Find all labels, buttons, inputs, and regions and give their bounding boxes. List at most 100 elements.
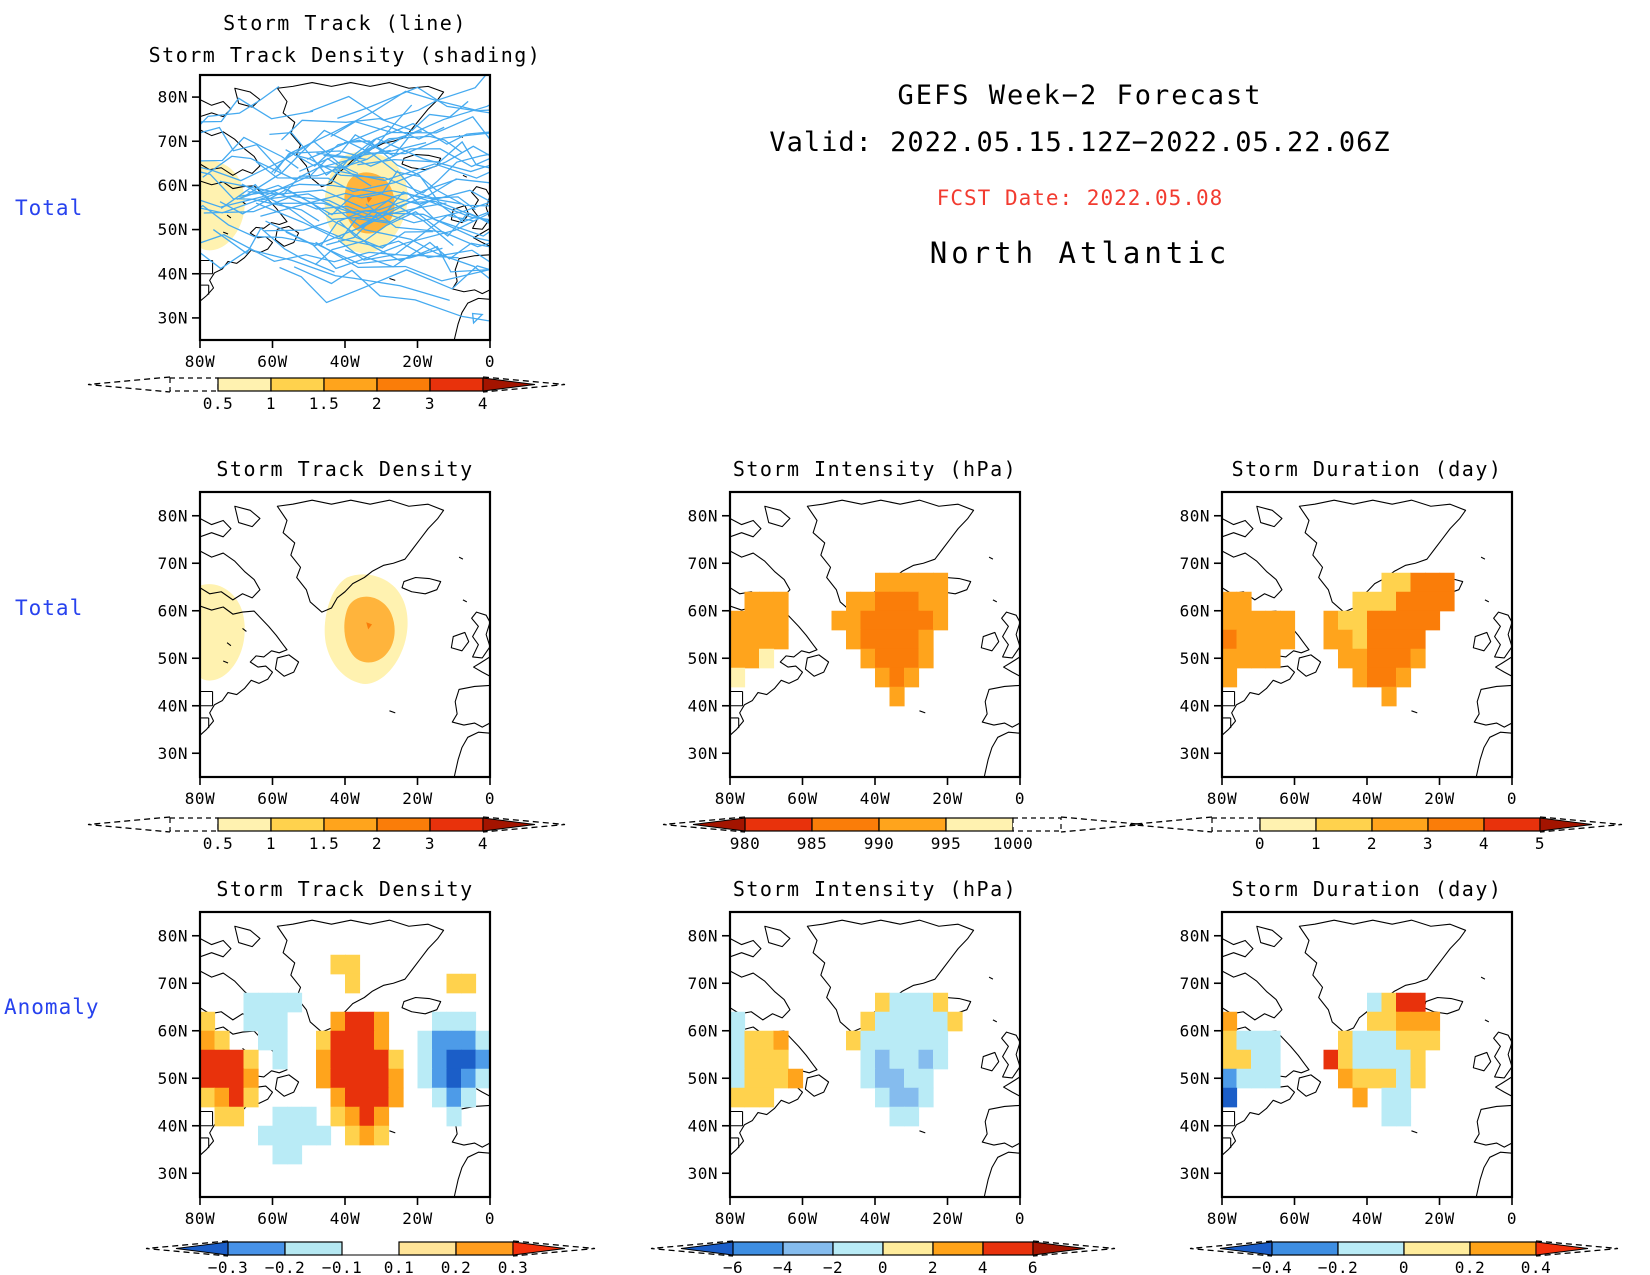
- colorbar-label: −6: [723, 1258, 743, 1275]
- colorbar-label: 6: [1028, 1258, 1038, 1275]
- raster-cell: [889, 591, 905, 612]
- raster-cell: [417, 1068, 433, 1089]
- raster-cell: [374, 1068, 390, 1089]
- raster-cell: [918, 1011, 934, 1032]
- raster-cell: [918, 1049, 934, 1070]
- raster-cell: [258, 1011, 274, 1032]
- storm-track: [327, 178, 490, 215]
- coastline: [223, 627, 247, 664]
- raster-cell: [229, 1068, 245, 1089]
- lat-label: 70N: [1180, 974, 1210, 993]
- raster-cell: [301, 1125, 317, 1146]
- coastline: [234, 925, 261, 948]
- raster-cell: [272, 1106, 288, 1127]
- raster-cell: [214, 1068, 230, 1089]
- lat-label: 60N: [158, 176, 188, 195]
- raster-cell: [461, 1068, 477, 1089]
- coastline: [919, 976, 998, 1134]
- storm-track: [200, 157, 372, 208]
- raster-cell: [759, 1030, 775, 1051]
- coastline: [200, 605, 288, 736]
- storm-track: [285, 200, 490, 247]
- panel-density_anom: Storm Track Density 80N 70N 60N 50N 40N 30N 80W…: [145, 877, 596, 1275]
- storm-track: [200, 204, 443, 265]
- colorbar-segment: [1483, 817, 1541, 832]
- raster-cell: [1410, 629, 1426, 650]
- raster-cell: [744, 591, 760, 612]
- raster-cell: [330, 1106, 346, 1127]
- coastline: [274, 1074, 300, 1097]
- raster-cell: [1410, 572, 1426, 593]
- lon-label: 20W: [1424, 789, 1454, 808]
- coastline: [200, 690, 214, 729]
- storm-track: [271, 149, 391, 173]
- raster-cell: [1381, 1049, 1397, 1070]
- raster-cell: [1425, 610, 1441, 631]
- lon-label: 80W: [715, 789, 745, 808]
- coastline: [1411, 556, 1490, 714]
- raster-cell: [875, 591, 891, 612]
- colorbar-label: 0.5: [203, 834, 233, 853]
- lat-label: 40N: [688, 696, 718, 715]
- raster-cell: [1410, 992, 1426, 1013]
- lat-label: 80N: [1180, 506, 1210, 525]
- raster-cell: [889, 1049, 905, 1070]
- colorbar-label: 5: [1535, 834, 1545, 853]
- colorbar-arrow: [175, 1241, 229, 1256]
- coastline: [276, 499, 445, 613]
- raster-cell: [875, 572, 891, 593]
- raster-cell: [773, 1030, 789, 1051]
- map-layers: [200, 75, 490, 340]
- storm-track: [309, 75, 487, 121]
- coastline: [730, 690, 744, 729]
- raster-cell: [730, 667, 746, 688]
- colorbar-label: −4: [773, 1258, 793, 1275]
- raster-cell: [461, 973, 477, 994]
- colorbar-label: 0.1: [384, 1258, 414, 1275]
- raster-cell: [1352, 610, 1368, 631]
- raster-cell: [432, 1011, 448, 1032]
- lon-label: 20W: [402, 789, 432, 808]
- raster-cell: [461, 1087, 477, 1108]
- storm-track: [316, 103, 490, 160]
- raster-cell: [1439, 591, 1455, 612]
- row-label-total-1: Total: [15, 196, 84, 220]
- coastline: [389, 556, 468, 714]
- storm-track: [320, 178, 457, 246]
- raster-cell: [374, 1087, 390, 1108]
- lat-label: 60N: [158, 601, 188, 620]
- colorbar-segment-below-min: [169, 817, 219, 832]
- lat-label: 80N: [158, 926, 188, 945]
- panel-title: Storm Duration (day): [1232, 457, 1503, 481]
- panel-title: Storm Intensity (hPa): [733, 877, 1017, 901]
- lat-label: 50N: [158, 220, 188, 239]
- lon-label: 40W: [1352, 1209, 1382, 1228]
- lat-label: 70N: [688, 554, 718, 573]
- colorbar-segment: [945, 817, 1014, 832]
- density-shading: [344, 596, 395, 663]
- panel-intensity_total: Storm Intensity (hPa) 80N 70N 60N 50N 40N 30N 8…: [662, 457, 1144, 853]
- raster-cell: [345, 1087, 361, 1108]
- raster-cell: [330, 1030, 346, 1051]
- colorbar-label: −0.2: [265, 1258, 306, 1275]
- raster-cell: [1222, 1030, 1238, 1051]
- storm-track: [219, 188, 462, 216]
- coastline: [764, 505, 791, 528]
- raster-cell: [933, 591, 949, 612]
- coastline: [1472, 1051, 1492, 1072]
- colorbar-arrow-outline: [87, 816, 171, 833]
- storm-track: [365, 203, 490, 248]
- raster-cell: [272, 1030, 288, 1051]
- lon-label: 80W: [185, 1209, 215, 1228]
- raster-cell: [1367, 591, 1383, 612]
- storm-track: [273, 90, 490, 174]
- coastline: [980, 1051, 1000, 1072]
- lat-label: 80N: [158, 506, 188, 525]
- raster-cell: [875, 1030, 891, 1051]
- lon-label: 60W: [257, 1209, 287, 1228]
- raster-cell: [875, 667, 891, 688]
- valid-period: Valid: 2022.05.15.12Z−2022.05.22.06Z: [769, 127, 1391, 158]
- raster-cell: [904, 610, 920, 631]
- raster-cell: [1338, 629, 1354, 650]
